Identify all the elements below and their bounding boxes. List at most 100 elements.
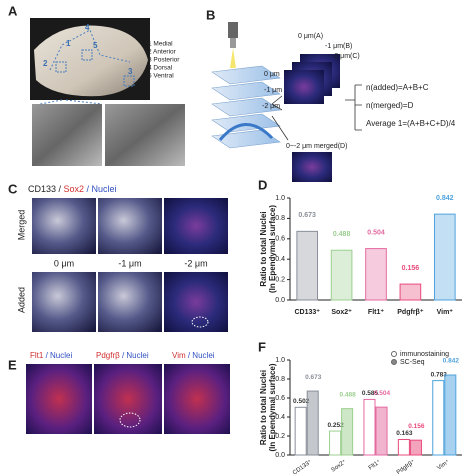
value-label: 0.585 (362, 390, 379, 397)
region-box (123, 75, 135, 87)
y-axis-label: (In Ependymal surface) (268, 363, 277, 451)
panel-label: A (8, 3, 18, 18)
title-part: / (56, 184, 64, 194)
panel-label: F (258, 339, 266, 354)
x-tick-label: CD133⁺ (294, 309, 320, 316)
brain-photo (34, 25, 148, 97)
value-label: 0.842 (443, 358, 460, 365)
bar (444, 374, 457, 456)
depth-label: -2 μm (262, 103, 280, 110)
sem-image (105, 104, 185, 166)
value-label: 0.504 (374, 390, 391, 397)
y-tick-label: 0.4 (275, 414, 285, 421)
bar (433, 213, 456, 301)
row-label: Added (16, 287, 26, 313)
y-tick-label: 0.2 (275, 433, 285, 440)
y-tick-label: 0.0 (275, 297, 285, 304)
panel-a: 2 1 4 5 3 1 Medial 2 Anterior 3 Posterio… (30, 18, 185, 166)
x-tick-label: Sox2⁺ (331, 309, 352, 316)
micrograph (164, 198, 228, 254)
micrograph (32, 198, 96, 254)
region-label: 1 Medial (148, 41, 173, 48)
value-label: 0.842 (436, 195, 454, 202)
y-tick-label: 0.6 (275, 395, 285, 402)
panel-label: D (258, 177, 267, 192)
bar (397, 439, 410, 456)
stack-label: -1 μm(B) (325, 43, 352, 50)
x-tick-label: Vim⁺ (437, 309, 454, 316)
x-tick-label: Flt1⁺ (367, 458, 382, 471)
micrograph (26, 364, 92, 434)
region-label: 4 Dorsal (148, 65, 173, 72)
y-axis-label: (In Ependymal surface) (268, 205, 277, 293)
micrograph (98, 272, 162, 332)
column-label: -1 μm (118, 258, 141, 268)
stack-layer (211, 65, 281, 85)
value-label: 0.156 (408, 423, 425, 430)
legend-swatch (391, 359, 397, 365)
value-label: 0.504 (367, 229, 385, 236)
title-part: CD133 (28, 184, 56, 194)
value-label: 0.252 (327, 422, 344, 429)
value-label: 0.502 (293, 398, 310, 405)
value-label: 0.163 (396, 430, 413, 437)
value-label: 0.488 (339, 391, 356, 398)
legend-label: immunostaining (400, 351, 449, 358)
panel-b: 0 μm -1 μm -2 μm 0 μm(A) -1 μm(B) -2 μm(… (211, 22, 456, 182)
y-axis-label: Ratio to total Nuclei (259, 370, 268, 445)
depth-label: -1 μm (264, 87, 282, 94)
column-label: -2 μm (184, 258, 207, 268)
bar (329, 430, 342, 456)
y-tick-label: 0.4 (275, 256, 285, 263)
title-part: Pdgfrβ (96, 351, 120, 360)
region-label: 2 Anterior (148, 49, 177, 56)
region-label: 3 Posterior (148, 57, 180, 64)
value-label: 0.673 (298, 212, 316, 219)
title-part: / Nuclei (84, 184, 117, 194)
value-label: 0.673 (305, 374, 322, 381)
region-marker: 4 (85, 23, 90, 32)
bar (365, 248, 387, 301)
y-tick-label: 0.2 (275, 276, 285, 283)
panel-c-title: CD133 / Sox2 / Nuclei (28, 184, 117, 194)
sem-image (32, 104, 102, 166)
bar (296, 230, 319, 301)
light-beam (230, 48, 236, 68)
stack-layer (211, 81, 281, 101)
bar (375, 406, 388, 456)
micrograph (164, 272, 228, 332)
zoom-line (39, 99, 63, 105)
tissue-curve (218, 123, 274, 141)
y-tick-label: 1.0 (275, 357, 285, 364)
bar (341, 408, 354, 456)
bar (330, 249, 353, 301)
x-tick-label: Pdgfrβ⁺ (397, 309, 424, 316)
objective-icon (228, 22, 238, 38)
legend-label: SC-Seq (400, 359, 425, 366)
value-label: 0.488 (333, 231, 351, 238)
region-outline (49, 29, 131, 71)
highlight (191, 316, 209, 328)
panel-e-title: Pdgfrβ / Nuclei (96, 351, 149, 360)
stack-label: 0 μm(A) (298, 33, 323, 40)
micrograph (164, 364, 230, 434)
panel-label: C (8, 181, 18, 196)
title-part: / Nuclei (120, 351, 149, 360)
y-tick-label: 0.8 (275, 215, 285, 222)
region-box (81, 49, 93, 61)
legend-swatch (391, 351, 397, 357)
y-tick-label: 0.6 (275, 236, 285, 243)
x-tick-label: Sox2⁺ (330, 458, 348, 473)
value-label: 0.783 (431, 371, 448, 378)
region-marker: 3 (128, 67, 133, 76)
panel-e-title: Vim / Nuclei (172, 351, 215, 360)
region-marker: 2 (43, 59, 48, 68)
y-tick-label: 0.8 (275, 376, 285, 383)
bracket (345, 84, 362, 131)
y-tick-label: 0.0 (275, 452, 285, 459)
x-tick-label: Flt1⁺ (368, 309, 384, 316)
objective-icon (230, 38, 236, 48)
micrograph (98, 198, 162, 254)
